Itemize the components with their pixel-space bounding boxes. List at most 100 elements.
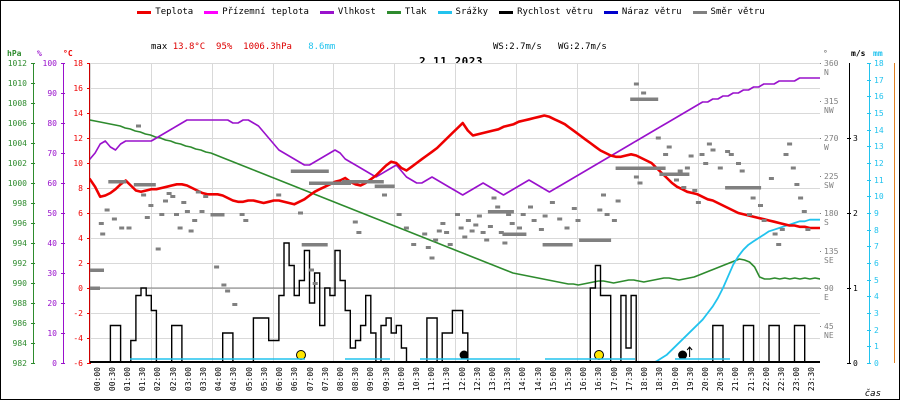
wind-direction-point (750, 196, 756, 200)
wind-direction-point (174, 213, 179, 216)
wind-direction-point (455, 213, 460, 216)
humidity-tick-label: 10 (47, 329, 57, 338)
x-tick-label: 04:30 (229, 367, 239, 392)
precipitation-tick-label: 8 (874, 225, 879, 235)
wind-direction-tick-label: 225 SW (824, 171, 839, 190)
humidity-tick-label: 100 (42, 59, 57, 68)
wind-direction-point (666, 145, 672, 149)
legend-wind-speed: Rychlost větru (499, 7, 593, 17)
precipitation-tick (867, 113, 871, 114)
x-tick-label: 18:00 (640, 367, 650, 392)
wind-direction-point (681, 186, 687, 189)
x-tick-label: 19:00 (670, 367, 680, 392)
x-tick-label: 14:30 (533, 367, 543, 392)
wind-speed-tick (847, 363, 851, 364)
temperature-tick (87, 363, 91, 364)
wind-speed-tick-label: 1 (853, 284, 858, 293)
x-tick-label: 04:00 (214, 367, 224, 392)
wind-direction-point (440, 222, 446, 225)
wind-direction-point (177, 226, 183, 230)
precipitation-tick (867, 80, 871, 81)
x-tick-label: 08:30 (351, 367, 361, 392)
legend-wind-speed-swatch (499, 10, 514, 14)
wind-direction-point (239, 213, 245, 216)
precipitation-tick-label: 10 (874, 192, 884, 202)
humidity-line (90, 77, 820, 196)
wind-direction-point (184, 210, 190, 213)
wind-speed-tick (847, 138, 851, 139)
sunset-marker (594, 350, 604, 360)
pressure-tick (31, 183, 35, 184)
humidity-tick (61, 363, 65, 364)
wind-direction-point (436, 229, 442, 233)
wind-speed-tick-label: 2 (853, 209, 858, 218)
precipitation-tick-label: 9 (874, 209, 879, 218)
wind-direction-run (290, 169, 329, 173)
x-tick-label: 20:00 (700, 367, 710, 392)
wind-direction-point (787, 142, 793, 146)
pressure-tick (31, 83, 35, 84)
wind-direction-point (641, 91, 647, 95)
precipitation-tick (867, 63, 871, 64)
wind-direction-point (779, 228, 785, 231)
humidity-tick-label: 80 (47, 119, 57, 128)
pressure-tick-label: 996 (12, 219, 27, 228)
wind-direction-point (111, 217, 117, 221)
wind-direction-point (688, 154, 694, 158)
wind-direction-tick-label: 315 NW (824, 96, 839, 115)
wind-direction-point (166, 192, 172, 195)
humidity-tick-label: 0 (52, 359, 57, 368)
wind-direction-point (506, 213, 512, 216)
humidity-tick-label: 30 (47, 269, 57, 278)
wind-speed-stat: WS:2.7m/s (493, 42, 542, 52)
precipitation-tick-label: 15 (874, 109, 884, 118)
x-tick-label: 12:30 (472, 367, 482, 392)
wind-direction-point (159, 213, 165, 216)
temperature-tick-label: 14 (73, 109, 83, 118)
wind-direction-point (462, 235, 468, 239)
wind-direction-point (710, 148, 716, 152)
wind-direction-run (579, 238, 612, 242)
wind-direction-point (181, 201, 187, 204)
precipitation-tick-label: 16 (874, 92, 884, 102)
temperature-tick-label: 4 (78, 234, 83, 243)
humidity-tick (61, 273, 65, 274)
humidity-tick (61, 63, 65, 64)
x-tick-label: 05:30 (259, 367, 269, 392)
x-tick-label: 03:30 (199, 367, 209, 392)
wind-direction-point (728, 153, 734, 156)
wind-direction-point (758, 204, 763, 207)
wind-direction-point (498, 231, 504, 234)
precipitation-tick-label: 6 (874, 259, 879, 268)
legend-pressure-swatch (386, 10, 401, 14)
plot-area (89, 63, 820, 363)
x-tick-label: 20:30 (716, 367, 726, 392)
wind-direction-point (776, 243, 782, 246)
wind-direction-point (725, 150, 731, 153)
pressure-tick-label: 1010 (7, 79, 27, 88)
humidity-tick (61, 243, 65, 244)
humidity-tick (61, 303, 65, 304)
wind-direction-point (243, 219, 249, 222)
wind-direction-point (633, 175, 639, 179)
wind-direction-point (352, 220, 358, 224)
wind-direction-run (374, 184, 395, 188)
legend-ground-temperature-label: Přízemní teplota (222, 7, 309, 17)
wind-direction-point (473, 223, 479, 227)
x-tick-label: 22:30 (776, 367, 786, 392)
wind-direction-run (90, 286, 100, 290)
legend-wind-gust-label: Náraz větru (621, 7, 682, 17)
wind-direction-run (659, 172, 690, 176)
precipitation-tick (867, 163, 871, 164)
x-axis-title: čas (864, 389, 881, 399)
wind-direction-tick-label: 90 E (824, 284, 834, 302)
precipitation-tick (867, 96, 871, 97)
wind-direction-point (575, 219, 581, 222)
wind-speed-tick (847, 213, 851, 214)
wind-direction-point (655, 136, 661, 140)
x-tick-label: 14:00 (518, 367, 528, 392)
moonrise-arrow-icon (686, 346, 693, 357)
pressure-axis-line (33, 63, 34, 363)
wind-direction-point (517, 226, 522, 230)
legend-temperature: Teplota (137, 7, 193, 17)
